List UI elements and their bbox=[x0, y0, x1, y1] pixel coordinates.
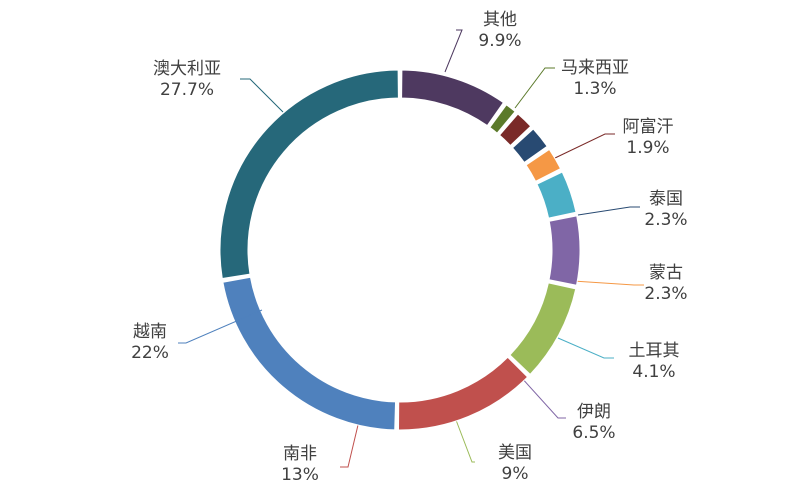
slice-value-label-7: 9% bbox=[502, 464, 529, 484]
slice-label-10: 澳大利亚 bbox=[153, 59, 221, 79]
donut-slice-9 bbox=[222, 276, 397, 431]
leader-line-5 bbox=[557, 337, 614, 359]
leader-line-0 bbox=[444, 29, 463, 73]
donut-slice-6 bbox=[548, 215, 581, 286]
donut-slice-3 bbox=[511, 128, 548, 164]
slice-value-label-2: 1.9% bbox=[626, 138, 669, 158]
slice-label-2: 阿富汗 bbox=[623, 117, 674, 137]
slice-value-label-10: 27.7% bbox=[160, 80, 214, 100]
leader-line-2 bbox=[554, 133, 615, 159]
leader-line-10 bbox=[240, 78, 284, 113]
slice-value-label-3: 2.3% bbox=[644, 210, 687, 230]
slice-label-5: 土耳其 bbox=[629, 341, 680, 361]
slice-value-label-9: 22% bbox=[131, 343, 169, 363]
slice-label-4: 蒙古 bbox=[649, 263, 683, 283]
leader-line-9 bbox=[178, 309, 263, 344]
slice-label-9: 越南 bbox=[133, 322, 167, 342]
leader-line-8 bbox=[340, 424, 359, 468]
leader-line-7 bbox=[455, 419, 475, 463]
donut-slice-8 bbox=[397, 356, 529, 431]
slice-value-label-8: 13% bbox=[281, 465, 319, 485]
leader-line-6 bbox=[519, 375, 566, 419]
donut-slice-1 bbox=[489, 104, 516, 134]
slice-value-label-1: 1.3% bbox=[573, 79, 616, 99]
leader-line-3 bbox=[577, 206, 640, 216]
slice-label-8: 南非 bbox=[283, 444, 317, 464]
slice-value-label-6: 6.5% bbox=[572, 423, 615, 443]
donut-slice-7 bbox=[509, 282, 577, 376]
slice-value-label-5: 4.1% bbox=[632, 362, 675, 382]
donut-slice-5 bbox=[536, 171, 577, 219]
slice-label-6: 伊朗 bbox=[577, 402, 611, 422]
leader-line-4 bbox=[572, 280, 644, 286]
slice-label-7: 美国 bbox=[498, 443, 532, 463]
slice-value-label-4: 2.3% bbox=[644, 284, 687, 304]
donut-slice-4 bbox=[525, 148, 562, 182]
donut-slice-0 bbox=[401, 69, 505, 127]
donut-slice-2 bbox=[498, 113, 532, 147]
slice-value-label-0: 9.9% bbox=[478, 31, 521, 51]
leader-line-1 bbox=[514, 67, 555, 109]
slice-label-0: 其他 bbox=[483, 10, 517, 30]
slice-label-3: 泰国 bbox=[649, 189, 683, 209]
slice-label-1: 马来西亚 bbox=[561, 58, 629, 78]
donut-slice-10 bbox=[219, 69, 399, 280]
